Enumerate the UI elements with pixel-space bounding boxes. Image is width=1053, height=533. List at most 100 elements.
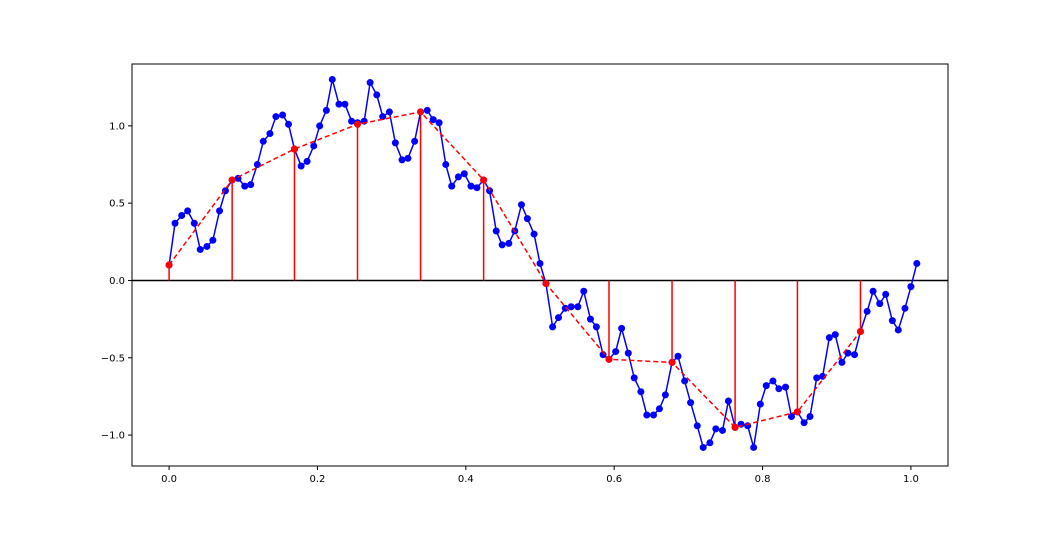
blue-point-56	[517, 201, 525, 209]
blue-point-37	[398, 156, 406, 164]
blue-point-84	[693, 422, 701, 430]
blue-point-82	[681, 377, 689, 385]
blue-point-54	[505, 239, 513, 247]
blue-point-111	[863, 307, 871, 315]
red-point-0	[165, 261, 173, 269]
blue-point-114	[882, 290, 890, 298]
blue-point-43	[435, 119, 443, 127]
blue-point-47	[460, 170, 468, 178]
x-tick-label-0: 0.0	[161, 474, 177, 485]
blue-point-25	[322, 106, 330, 114]
red-point-7	[605, 355, 613, 363]
series-line-red	[168, 111, 862, 429]
blue-point-103	[813, 374, 821, 382]
blue-point-87	[712, 425, 720, 433]
blue-point-1	[171, 219, 179, 227]
blue-point-15	[259, 137, 267, 145]
blue-point-118	[907, 283, 915, 291]
blue-point-6	[203, 242, 211, 250]
blue-point-44	[442, 161, 450, 168]
blue-point-79	[661, 391, 669, 399]
blue-point-21	[297, 162, 305, 170]
red-point-4	[417, 108, 425, 116]
blue-point-26	[328, 75, 336, 83]
blue-point-22	[303, 157, 311, 165]
blue-point-45	[448, 182, 456, 190]
blue-point-18	[279, 111, 287, 119]
x-tick-label-5: 1.0	[903, 474, 919, 485]
axes: 0.0 0.2 0.4 0.6 0.8 1.0 −1.0 −0.5 0.0 0.5 1.0	[101, 63, 949, 485]
blue-point-35	[385, 108, 393, 116]
blue-point-63	[561, 304, 569, 312]
blue-point-75	[637, 388, 645, 396]
y-tick-label-3: 0.5	[109, 199, 125, 210]
blue-point-67	[586, 315, 594, 323]
blue-point-49	[473, 184, 481, 192]
blue-point-119	[913, 259, 921, 267]
blue-point-72	[618, 324, 626, 332]
blue-point-78	[655, 405, 663, 413]
blue-point-97	[775, 385, 783, 393]
blue-point-13	[247, 181, 255, 189]
blue-point-38	[404, 154, 412, 162]
blue-point-101	[800, 419, 808, 427]
blue-point-5	[196, 246, 204, 254]
blue-point-57	[523, 215, 531, 223]
y-tick-label-2: 0.0	[109, 276, 125, 287]
x-tick-label-4: 0.8	[755, 474, 771, 485]
x-tick-label-1: 0.2	[310, 474, 326, 485]
blue-point-42	[429, 116, 437, 124]
blue-point-52	[492, 227, 500, 235]
blue-point-93	[750, 443, 758, 451]
blue-point-65	[574, 303, 582, 311]
blue-point-115	[888, 317, 896, 325]
blue-point-61	[549, 323, 557, 331]
blue-point-69	[599, 351, 607, 359]
blue-point-24	[316, 122, 324, 130]
x-tick-label-3: 0.6	[606, 474, 622, 485]
blue-point-16	[266, 130, 274, 138]
red-point-6	[542, 280, 550, 288]
red-point-9	[731, 423, 739, 431]
plot-content	[132, 75, 948, 451]
blue-point-71	[612, 348, 620, 356]
blue-point-39	[411, 137, 419, 145]
blue-point-76	[643, 411, 651, 419]
y-tick-label-0: −1.0	[101, 431, 125, 442]
blue-point-29	[348, 117, 356, 125]
blue-point-62	[555, 314, 563, 322]
blue-point-32	[366, 79, 374, 87]
blue-point-2	[178, 212, 186, 220]
blue-point-34	[379, 113, 387, 121]
blue-point-28	[341, 100, 349, 108]
blue-point-95	[762, 382, 770, 390]
blue-point-36	[391, 139, 399, 147]
blue-point-89	[724, 397, 732, 405]
blue-point-58	[530, 230, 538, 238]
blue-point-23	[310, 142, 318, 150]
blue-point-41	[423, 106, 431, 114]
plot-area	[132, 75, 948, 451]
blue-point-108	[844, 349, 852, 357]
blue-point-17	[272, 113, 280, 121]
blue-point-98	[782, 383, 790, 391]
red-point-8	[668, 358, 676, 366]
blue-point-53	[498, 241, 506, 249]
blue-point-117	[901, 304, 909, 312]
blue-point-3	[184, 207, 192, 215]
blue-point-66	[580, 287, 588, 295]
blue-point-102	[806, 413, 814, 421]
blue-point-81	[674, 352, 682, 360]
blue-point-33	[373, 91, 381, 99]
blue-point-88	[718, 426, 726, 434]
red-point-1	[228, 176, 236, 184]
blue-point-83	[687, 399, 695, 407]
x-tick-label-2: 0.4	[458, 474, 474, 485]
blue-point-59	[536, 259, 544, 267]
blue-point-77	[649, 411, 657, 419]
blue-point-99	[787, 413, 795, 421]
blue-point-19	[285, 120, 293, 128]
blue-point-109	[851, 351, 859, 359]
red-point-11	[856, 327, 864, 335]
